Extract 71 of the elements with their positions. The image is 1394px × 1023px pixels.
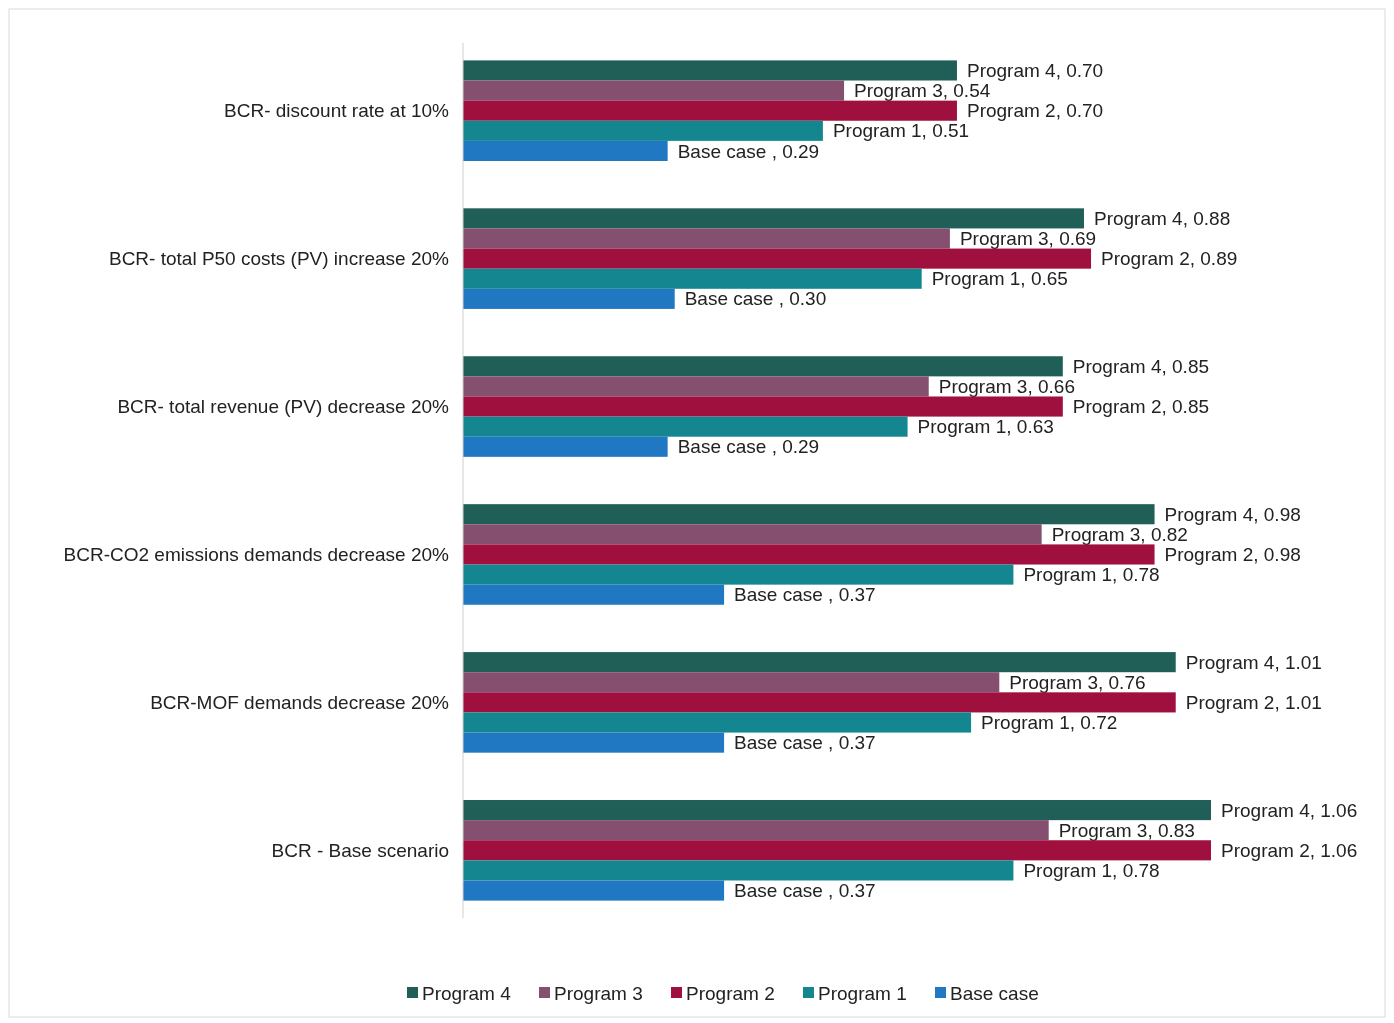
y-tick-label: BCR-CO2 emissions demands decrease 20% bbox=[63, 544, 450, 566]
bar bbox=[463, 416, 908, 437]
bar bbox=[463, 60, 957, 81]
bar bbox=[463, 356, 1063, 377]
data-label: Base case , 0.37 bbox=[734, 584, 876, 606]
legend-label: Program 1 bbox=[818, 982, 907, 1004]
bar bbox=[463, 504, 1155, 525]
bar bbox=[463, 672, 1000, 693]
data-label: Base case , 0.37 bbox=[734, 880, 876, 902]
bar bbox=[463, 692, 1176, 713]
y-tick-label: BCR - Base scenario bbox=[271, 839, 449, 861]
y-tick-label: BCR- discount rate at 10% bbox=[224, 100, 450, 122]
data-label: Program 2, 1.06 bbox=[1221, 839, 1358, 861]
legend-label: Program 4 bbox=[422, 982, 512, 1004]
data-label: Program 3, 0.69 bbox=[959, 228, 1097, 250]
data-label: Program 2, 1.01 bbox=[1185, 692, 1322, 714]
legend-label: Program 3 bbox=[554, 982, 643, 1004]
data-label: Base case , 0.29 bbox=[677, 436, 820, 458]
bar bbox=[463, 652, 1176, 673]
bar bbox=[463, 524, 1042, 545]
bar bbox=[463, 712, 972, 733]
bar bbox=[463, 860, 1014, 881]
bar bbox=[463, 268, 922, 289]
y-tick-label: BCR-MOF demands decrease 20% bbox=[150, 692, 450, 714]
bar bbox=[463, 880, 725, 901]
data-label: Program 1, 0.72 bbox=[981, 712, 1118, 734]
bar bbox=[463, 840, 1211, 861]
bar bbox=[463, 800, 1211, 821]
data-label: Program 2, 0.89 bbox=[1101, 248, 1238, 270]
data-label: Program 2, 0.98 bbox=[1164, 544, 1301, 566]
y-tick-label: BCR- total revenue (PV) decrease 20% bbox=[117, 396, 450, 418]
data-label: Program 4, 1.06 bbox=[1221, 799, 1358, 821]
bar bbox=[463, 376, 929, 397]
data-label: Program 3, 0.66 bbox=[938, 376, 1075, 398]
data-label: Program 4, 0.85 bbox=[1072, 355, 1210, 377]
bar bbox=[463, 248, 1092, 269]
bar bbox=[463, 820, 1049, 841]
data-label: Program 1, 0.78 bbox=[1023, 564, 1160, 586]
bar bbox=[463, 732, 725, 753]
data-label: Program 1, 0.65 bbox=[931, 268, 1068, 290]
data-label: Program 3, 0.76 bbox=[1009, 671, 1146, 693]
data-label: Program 2, 0.70 bbox=[966, 100, 1104, 122]
bar bbox=[463, 80, 845, 101]
bar bbox=[463, 544, 1155, 565]
bar bbox=[463, 120, 823, 141]
data-label: Program 4, 0.70 bbox=[966, 60, 1104, 82]
bar bbox=[463, 140, 668, 161]
data-label: Base case , 0.37 bbox=[734, 732, 876, 754]
data-label: Program 1, 0.63 bbox=[917, 416, 1054, 438]
bar bbox=[463, 100, 957, 121]
data-label: Base case , 0.29 bbox=[677, 140, 820, 162]
data-label: Program 4, 1.01 bbox=[1185, 651, 1322, 673]
data-label: Base case , 0.30 bbox=[684, 288, 827, 310]
data-label: Program 3, 0.83 bbox=[1058, 819, 1195, 841]
legend-label: Base case bbox=[950, 982, 1039, 1004]
bar bbox=[463, 436, 668, 457]
y-tick-label: BCR- total P50 costs (PV) increase 20% bbox=[108, 248, 450, 270]
bar bbox=[463, 208, 1084, 229]
data-label: Program 4, 0.98 bbox=[1164, 503, 1301, 525]
data-label: Program 4, 0.88 bbox=[1093, 208, 1231, 230]
data-label: Program 2, 0.85 bbox=[1072, 396, 1210, 418]
data-label: Program 3, 0.82 bbox=[1051, 523, 1188, 545]
data-label: Program 1, 0.51 bbox=[832, 120, 970, 142]
legend-label: Program 2 bbox=[686, 982, 775, 1004]
bar bbox=[463, 288, 675, 309]
bar bbox=[463, 396, 1063, 417]
bar bbox=[463, 228, 950, 249]
bar bbox=[463, 584, 725, 605]
data-label: Program 3, 0.54 bbox=[854, 80, 991, 102]
data-label: Program 1, 0.78 bbox=[1023, 860, 1160, 882]
bar bbox=[463, 564, 1014, 585]
